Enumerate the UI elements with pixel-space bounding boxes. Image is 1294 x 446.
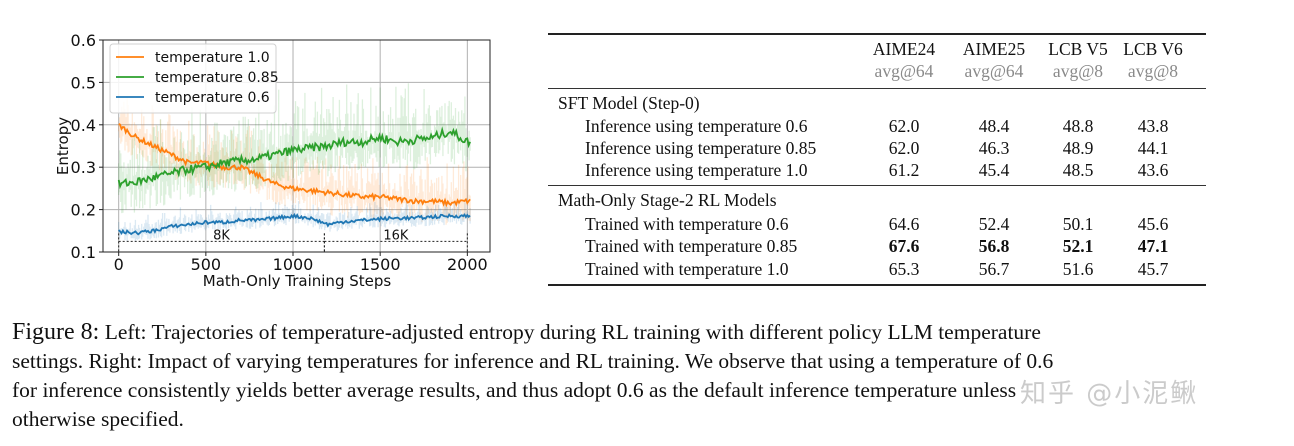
cell-value: 65.3 xyxy=(888,259,920,279)
x-tick-label: 500 xyxy=(191,255,222,274)
col-subheader: avg@64 xyxy=(874,61,934,81)
cell-value: 52.4 xyxy=(978,214,1010,234)
context-length-annotations: 8K 16K xyxy=(118,228,468,252)
series-line xyxy=(118,123,471,208)
cell-value: 50.1 xyxy=(1062,214,1094,234)
cell-value: 64.6 xyxy=(888,214,920,234)
y-tick-label: 0.2 xyxy=(71,201,96,220)
x-tick-label: 0 xyxy=(114,255,124,274)
row-label: Trained with temperature 0.6 xyxy=(585,214,789,234)
legend-label: temperature 0.85 xyxy=(155,70,279,86)
cell-value: 45.4 xyxy=(978,160,1010,180)
cell-value: 62.0 xyxy=(888,116,920,136)
y-tick-label: 0.6 xyxy=(71,31,96,50)
cell-value: 61.2 xyxy=(888,160,920,180)
table-subheader-row: avg@64 avg@64 avg@8 avg@8 xyxy=(548,60,1206,82)
caption-line: settings. Right: Impact of varying tempe… xyxy=(12,349,1054,373)
watermark: 知乎 @小泥鳅 xyxy=(1020,379,1199,409)
caption-text: Left: Trajectories of temperature-adjust… xyxy=(99,320,1041,344)
cell-value: 45.7 xyxy=(1137,259,1169,279)
cell-value: 56.7 xyxy=(978,259,1010,279)
table-row: Trained with temperature 0.6 64.6 52.4 5… xyxy=(548,213,1206,235)
x-tick-label: 1500 xyxy=(360,255,401,274)
table-row: Inference using temperature 0.6 62.0 48.… xyxy=(548,115,1206,137)
table-row: Trained with temperature 1.0 65.3 56.7 5… xyxy=(548,258,1206,280)
caption-prefix: Figure 8: xyxy=(12,319,100,345)
y-tick-label: 0.1 xyxy=(71,243,96,262)
cell-value: 48.9 xyxy=(1062,138,1094,158)
caption-line: for inference consistently yields better… xyxy=(12,378,1017,402)
caption-line: Figure 8: Left: Trajectories of temperat… xyxy=(12,318,1287,347)
figure-caption: Figure 8: Left: Trajectories of temperat… xyxy=(12,318,1287,434)
table-top-rule xyxy=(548,33,1206,35)
x-axis-label: Math-Only Training Steps xyxy=(203,272,392,290)
legend-label: temperature 0.6 xyxy=(155,90,270,106)
group-title: SFT Model (Step-0) xyxy=(558,93,700,113)
row-label: Trained with temperature 0.85 xyxy=(585,236,798,256)
entropy-chart: 8K 16K 0.1 0.2 0.3 0.4 0.5 0.6 0 500 1000 1500 200… xyxy=(54,31,491,290)
table-header-row: AIME24 AIME25 LCB V5 LCB V6 xyxy=(548,38,1206,60)
row-label: Inference using temperature 1.0 xyxy=(585,160,808,180)
x-axis-ticks: 0 500 1000 1500 2000 xyxy=(114,252,488,274)
cell-value-best: 56.8 xyxy=(978,236,1010,256)
cell-value: 43.6 xyxy=(1137,160,1169,180)
col-header: LCB V6 xyxy=(1123,39,1183,59)
col-header: AIME24 xyxy=(872,39,936,59)
col-subheader: avg@8 xyxy=(1127,61,1179,81)
annotation-label: 8K xyxy=(213,228,230,243)
cell-value: 43.8 xyxy=(1137,116,1169,136)
table-bottom-rule xyxy=(548,284,1206,286)
cell-value: 51.6 xyxy=(1062,259,1094,279)
series-lines xyxy=(117,123,471,236)
y-tick-label: 0.4 xyxy=(71,116,96,135)
table-row: Inference using temperature 0.85 62.0 46… xyxy=(548,137,1206,159)
cell-value-best: 52.1 xyxy=(1062,236,1094,256)
group-title: Math-Only Stage-2 RL Models xyxy=(558,190,777,210)
group-title-row: SFT Model (Step-0) xyxy=(548,92,1206,114)
row-label: Inference using temperature 0.85 xyxy=(585,138,817,158)
series-line xyxy=(117,126,471,190)
plot-frame xyxy=(102,39,491,253)
cell-value: 44.1 xyxy=(1137,138,1169,158)
col-subheader: avg@8 xyxy=(1052,61,1104,81)
row-label: Inference using temperature 0.6 xyxy=(585,116,808,136)
table-header-rule xyxy=(548,88,1206,89)
cell-value-best: 47.1 xyxy=(1137,236,1169,256)
cell-value: 62.0 xyxy=(888,138,920,158)
row-label: Trained with temperature 1.0 xyxy=(585,259,789,279)
col-subheader: avg@64 xyxy=(964,61,1024,81)
cell-value: 48.4 xyxy=(978,116,1010,136)
table-row: Inference using temperature 1.0 61.2 45.… xyxy=(548,159,1206,181)
y-axis-label: Entropy xyxy=(54,117,72,175)
cell-value: 48.8 xyxy=(1062,116,1094,136)
cell-value: 46.3 xyxy=(978,138,1010,158)
group-title-row: Math-Only Stage-2 RL Models xyxy=(548,189,1206,211)
y-tick-label: 0.5 xyxy=(71,73,96,92)
table-group-rule xyxy=(548,185,1206,186)
series-line xyxy=(118,212,471,236)
legend-label: temperature 1.0 xyxy=(155,50,270,66)
cell-value: 45.6 xyxy=(1137,214,1169,234)
col-header: LCB V5 xyxy=(1048,39,1108,59)
annotation-label: 16K xyxy=(383,228,409,243)
x-tick-label: 2000 xyxy=(447,255,488,274)
col-header: AIME25 xyxy=(962,39,1026,59)
table-row: Trained with temperature 0.85 67.6 56.8 … xyxy=(548,235,1206,257)
legend: temperature 1.0 temperature 0.85 temperatu… xyxy=(109,43,279,114)
x-tick-label: 1000 xyxy=(273,255,314,274)
y-axis-ticks: 0.1 0.2 0.3 0.4 0.5 0.6 xyxy=(71,31,103,262)
cell-value: 48.5 xyxy=(1062,160,1094,180)
caption-line: otherwise specified. xyxy=(12,407,184,431)
cell-value-best: 67.6 xyxy=(888,236,920,256)
y-tick-label: 0.3 xyxy=(71,158,96,177)
